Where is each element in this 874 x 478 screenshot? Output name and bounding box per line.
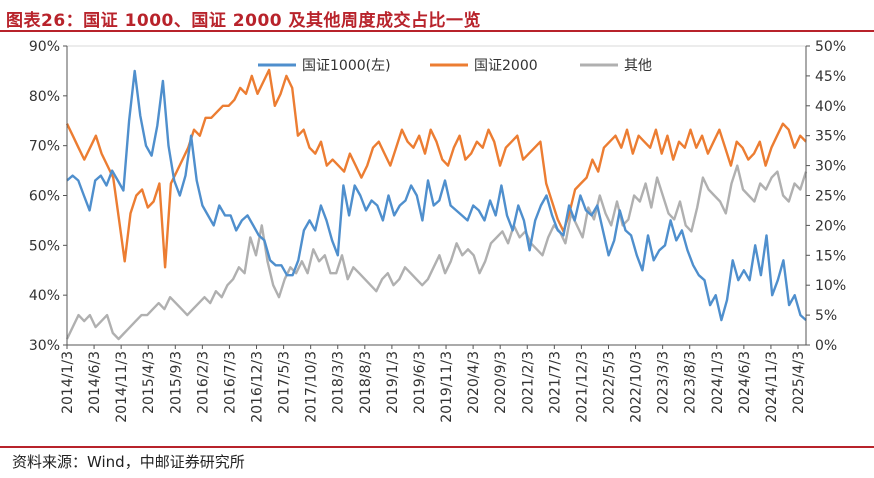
legend-label-2: 其他 bbox=[624, 58, 652, 74]
source-rule bbox=[0, 446, 874, 448]
right-tick-label: 40% bbox=[815, 99, 846, 115]
left-tick-label: 60% bbox=[29, 189, 60, 205]
series-line-1 bbox=[65, 68, 807, 269]
x-tick-label: 2017/10/3 bbox=[304, 351, 320, 423]
x-tick-label: 2014/11/3 bbox=[114, 351, 130, 423]
x-tick-label: 2020/9/3 bbox=[493, 351, 509, 414]
right-tick-label: 10% bbox=[815, 278, 846, 294]
x-tick-label: 2017/5/3 bbox=[277, 351, 293, 414]
right-tick-label: 50% bbox=[815, 39, 846, 55]
x-tick-label: 2023/3/3 bbox=[656, 351, 672, 414]
x-tick-label: 2015/4/3 bbox=[141, 351, 157, 414]
x-tick-label: 2014/6/3 bbox=[87, 351, 103, 414]
x-tick-label: 2024/1/3 bbox=[710, 351, 726, 414]
x-tick-label: 2018/8/3 bbox=[358, 351, 374, 414]
x-tick-label: 2016/12/3 bbox=[250, 351, 266, 423]
right-tick-label: 5% bbox=[815, 308, 837, 324]
x-tick-label: 2016/2/3 bbox=[195, 351, 211, 414]
right-tick-label: 25% bbox=[815, 189, 846, 205]
plot-border bbox=[66, 45, 807, 346]
right-tick-label: 45% bbox=[815, 69, 846, 85]
figure-source: 资料来源：Wind，中邮证券研究所 bbox=[12, 453, 245, 471]
x-tick-label: 2021/2/3 bbox=[520, 351, 536, 414]
x-tick-label: 2022/5/3 bbox=[601, 351, 617, 414]
left-tick-label: 50% bbox=[29, 238, 60, 254]
x-tick-label: 2023/8/3 bbox=[683, 351, 699, 414]
left-tick-label: 70% bbox=[29, 139, 60, 155]
series-line-2 bbox=[65, 164, 808, 341]
x-tick-label: 2024/11/3 bbox=[764, 351, 780, 423]
right-tick-label: 35% bbox=[815, 129, 846, 145]
x-tick-label: 2025/4/3 bbox=[791, 351, 807, 414]
x-tick-label: 2018/3/3 bbox=[331, 351, 347, 414]
right-tick-label: 30% bbox=[815, 159, 846, 175]
left-tick-label: 90% bbox=[29, 39, 60, 55]
left-tick-label: 40% bbox=[29, 288, 60, 304]
x-tick-label: 2021/7/3 bbox=[547, 351, 563, 414]
legend-label-0: 国证1000(左) bbox=[302, 58, 391, 74]
x-tick-label: 2019/1/3 bbox=[385, 351, 401, 414]
right-tick-label: 15% bbox=[815, 248, 846, 264]
figure-title: 图表26：国证 1000、国证 2000 及其他周度成交占比一览 bbox=[6, 11, 482, 31]
x-tick-label: 2019/11/3 bbox=[439, 351, 455, 423]
x-tick-label: 2022/10/3 bbox=[629, 351, 645, 423]
x-tick-label: 2024/6/3 bbox=[737, 351, 753, 414]
x-tick-label: 2021/12/3 bbox=[574, 351, 590, 423]
x-tick-label: 2015/9/3 bbox=[168, 351, 184, 414]
series-line-0 bbox=[66, 69, 807, 322]
right-tick-label: 0% bbox=[815, 338, 837, 354]
left-tick-label: 30% bbox=[29, 338, 60, 354]
legend-label-1: 国证2000 bbox=[474, 58, 538, 74]
x-tick-label: 2016/7/3 bbox=[222, 351, 238, 414]
title-rule bbox=[0, 30, 874, 32]
left-tick-label: 80% bbox=[29, 89, 60, 105]
x-tick-label: 2020/4/3 bbox=[466, 351, 482, 414]
x-tick-label: 2014/1/3 bbox=[60, 351, 76, 414]
right-tick-label: 20% bbox=[815, 218, 846, 234]
x-tick-label: 2019/6/3 bbox=[412, 351, 428, 414]
